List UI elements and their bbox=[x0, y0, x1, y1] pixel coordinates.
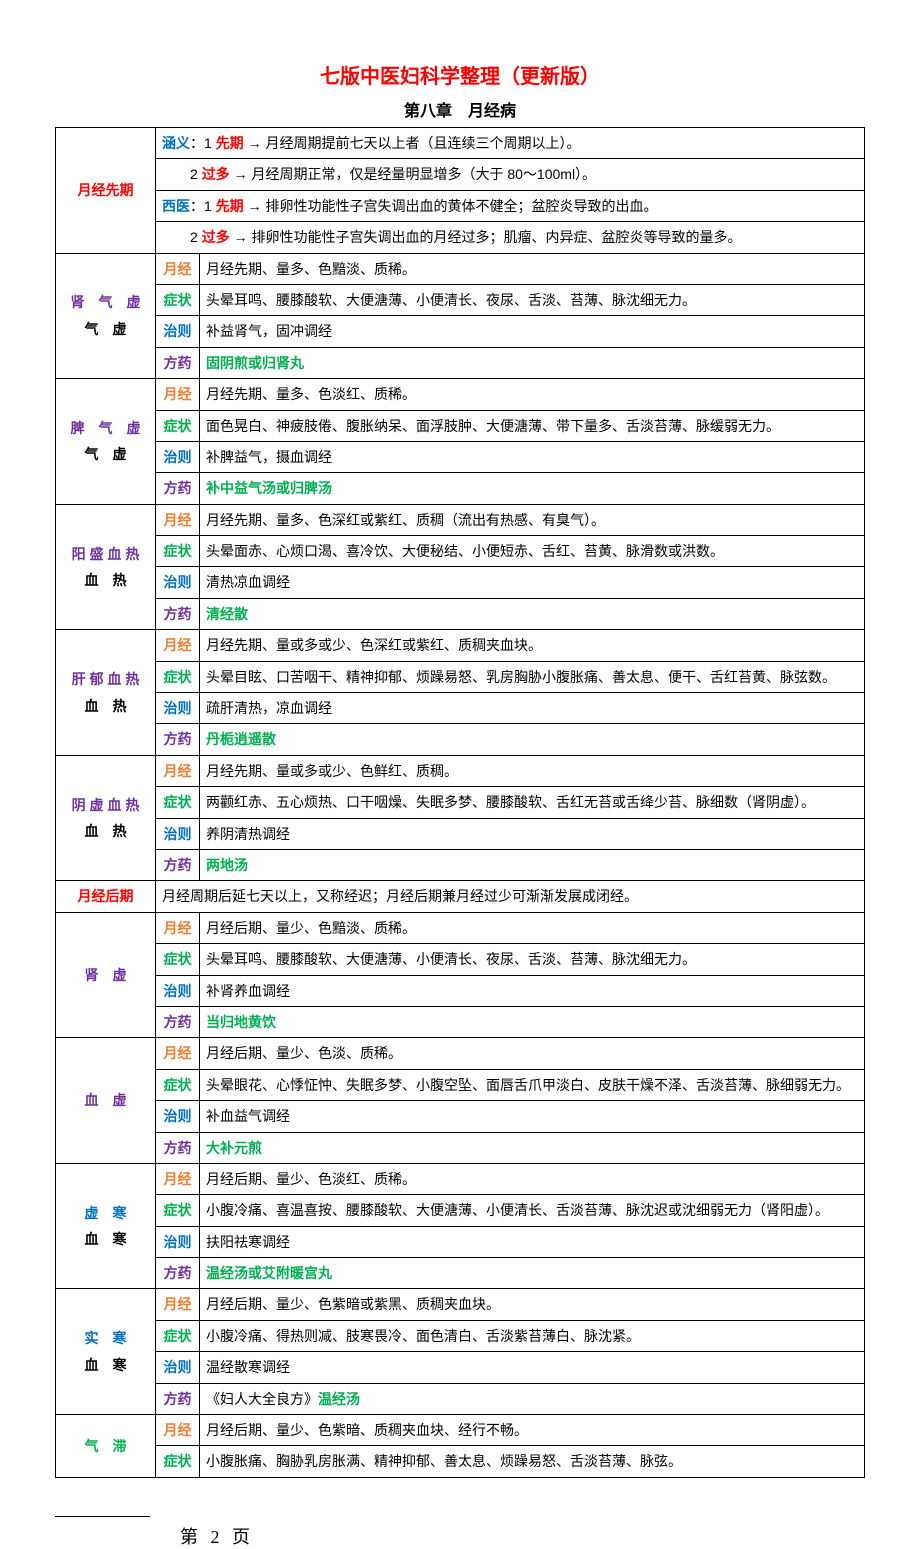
cat-qizhi: 气 滞 bbox=[56, 1415, 156, 1478]
p8-zz: 小腹冷痛、喜温喜按、腰膝酸软、大便溏薄、小便清长、舌淡苔薄、脉沈迟或沈细弱无力（… bbox=[200, 1195, 865, 1226]
lbl-yuejing: 月经 bbox=[156, 912, 200, 943]
lbl-zhize: 治则 bbox=[156, 441, 200, 472]
p4-fy: 丹栀逍遥散 bbox=[200, 724, 865, 755]
p1-fy: 固阴煎或归肾丸 bbox=[200, 347, 865, 378]
cat-shenxu: 肾 虚 bbox=[56, 912, 156, 1038]
p9-yj: 月经后期、量少、色紫暗或紫黑、质稠夹血块。 bbox=[200, 1289, 865, 1320]
lbl-yuejing: 月经 bbox=[156, 1415, 200, 1446]
page-number: 第 2 页 bbox=[0, 1517, 920, 1549]
p4-zhi: 疏肝清热，凉血调经 bbox=[200, 693, 865, 724]
p5-yj: 月经先期、量或多或少、色鲜红、质稠。 bbox=[200, 755, 865, 786]
lbl-zhengzhuang: 症状 bbox=[156, 661, 200, 692]
p2-zhi: 补脾益气，摄血调经 bbox=[200, 441, 865, 472]
p3-zhi: 清热凉血调经 bbox=[200, 567, 865, 598]
lbl-yuejing: 月经 bbox=[156, 1163, 200, 1194]
p3-fy: 清经散 bbox=[200, 598, 865, 629]
p9-zhi: 温经散寒调经 bbox=[200, 1352, 865, 1383]
p2-zz: 面色晃白、神疲肢倦、腹胀纳呆、面浮肢肿、大便溏薄、带下量多、舌淡苔薄、脉缓弱无力… bbox=[200, 410, 865, 441]
p5-fy: 两地汤 bbox=[200, 849, 865, 880]
p5-zz: 两颧红赤、五心烦热、口干咽燥、失眠多梦、腰膝酸软、舌红无苔或舌绛少苔、脉细数（肾… bbox=[200, 787, 865, 818]
cat-xuhan: 虚 寒血 寒 bbox=[56, 1163, 156, 1289]
lbl-zhengzhuang: 症状 bbox=[156, 1195, 200, 1226]
p5-zhi: 养阴清热调经 bbox=[200, 818, 865, 849]
lbl-yuejing: 月经 bbox=[156, 504, 200, 535]
p10-zz: 小腹胀痛、胸胁乳房胀满、精神抑郁、善太息、烦躁易怒、舌淡苔薄、脉弦。 bbox=[200, 1446, 865, 1477]
lbl-zhengzhuang: 症状 bbox=[156, 410, 200, 441]
lbl-fangyao: 方药 bbox=[156, 1383, 200, 1414]
category-xianqi: 月经先期 bbox=[56, 128, 156, 254]
cat-xuexu: 血 虚 bbox=[56, 1038, 156, 1164]
def-line-2: 2 过多 → 月经周期正常，仅是经量明显增多（大于 80～100ml）。 bbox=[156, 159, 865, 190]
def-line-3: 西医：1 先期 → 排卵性功能性子宫失调出血的黄体不健全；盆腔炎导致的出血。 bbox=[156, 190, 865, 221]
lbl-yuejing: 月经 bbox=[156, 1289, 200, 1320]
p2-fy: 补中益气汤或归脾汤 bbox=[200, 473, 865, 504]
lbl-zhize: 治则 bbox=[156, 1352, 200, 1383]
lbl-fangyao: 方药 bbox=[156, 849, 200, 880]
p7-yj: 月经后期、量少、色淡、质稀。 bbox=[200, 1038, 865, 1069]
lbl-fangyao: 方药 bbox=[156, 473, 200, 504]
lbl-zhengzhuang: 症状 bbox=[156, 536, 200, 567]
p8-yj: 月经后期、量少、色淡红、质稀。 bbox=[200, 1163, 865, 1194]
lbl-yuejing: 月经 bbox=[156, 379, 200, 410]
lbl-fangyao: 方药 bbox=[156, 1258, 200, 1289]
p10-yj: 月经后期、量少、色紫暗、质稠夹血块、经行不畅。 bbox=[200, 1415, 865, 1446]
p7-zhi: 补血益气调经 bbox=[200, 1101, 865, 1132]
lbl-zhize: 治则 bbox=[156, 693, 200, 724]
lbl-zhengzhuang: 症状 bbox=[156, 944, 200, 975]
p1-zhi: 补益肾气，固冲调经 bbox=[200, 316, 865, 347]
lbl-zhize: 治则 bbox=[156, 316, 200, 347]
cat-shenqixu: 肾 气 虚气 虚 bbox=[56, 253, 156, 379]
lbl-yuejing: 月经 bbox=[156, 253, 200, 284]
p4-zz: 头晕目眩、口苦咽干、精神抑郁、烦躁易怒、乳房胸胁小腹胀痛、善太息、便干、舌红苔黄… bbox=[200, 661, 865, 692]
p7-zz: 头晕眼花、心悸怔忡、失眠多梦、小腹空坠、面唇舌爪甲淡白、皮肤干燥不泽、舌淡苔薄、… bbox=[200, 1069, 865, 1100]
cat-yinxu: 阴 虚 血 热血 热 bbox=[56, 755, 156, 881]
p8-zhi: 扶阳祛寒调经 bbox=[200, 1226, 865, 1257]
p9-zz: 小腹冷痛、得热则减、肢寒畏冷、面色清白、舌淡紫苔薄白、脉沈紧。 bbox=[200, 1320, 865, 1351]
lbl-yuejing: 月经 bbox=[156, 630, 200, 661]
cat-shihan: 实 寒血 寒 bbox=[56, 1289, 156, 1415]
lbl-zhengzhuang: 症状 bbox=[156, 1069, 200, 1100]
lbl-zhengzhuang: 症状 bbox=[156, 1320, 200, 1351]
lbl-zhize: 治则 bbox=[156, 975, 200, 1006]
lbl-zhengzhuang: 症状 bbox=[156, 1446, 200, 1477]
p8-fy: 温经汤或艾附暖宫丸 bbox=[200, 1258, 865, 1289]
lbl-fangyao: 方药 bbox=[156, 724, 200, 755]
doc-title: 七版中医妇科学整理（更新版） bbox=[55, 60, 865, 89]
def-line-4: 2 过多 → 排卵性功能性子宫失调出血的月经过多；肌瘤、内异症、盆腔炎等导致的量… bbox=[156, 222, 865, 253]
lbl-zhize: 治则 bbox=[156, 1226, 200, 1257]
p2-yj: 月经先期、量多、色淡红、质稀。 bbox=[200, 379, 865, 410]
content-table: 月经先期 涵义：1 先期 → 月经周期提前七天以上者（且连续三个周期以上）。 2… bbox=[55, 127, 865, 1478]
p6-yj: 月经后期、量少、色黯淡、质稀。 bbox=[200, 912, 865, 943]
p4-yj: 月经先期、量或多或少、色深红或紫红、质稠夹血块。 bbox=[200, 630, 865, 661]
p7-fy: 大补元煎 bbox=[200, 1132, 865, 1163]
p3-yj: 月经先期、量多、色深红或紫红、质稠（流出有热感、有臭气）。 bbox=[200, 504, 865, 535]
lbl-fangyao: 方药 bbox=[156, 347, 200, 378]
lbl-fangyao: 方药 bbox=[156, 1006, 200, 1037]
lbl-zhize: 治则 bbox=[156, 1101, 200, 1132]
lbl-yuejing: 月经 bbox=[156, 755, 200, 786]
category-houqi: 月经后期 bbox=[56, 881, 156, 912]
p1-zz: 头晕耳鸣、腰膝酸软、大便溏薄、小便清长、夜尿、舌淡、苔薄、脉沈细无力。 bbox=[200, 284, 865, 315]
cat-yangsheng: 阳 盛 血 热血 热 bbox=[56, 504, 156, 630]
lbl-zhengzhuang: 症状 bbox=[156, 284, 200, 315]
p9-fy: 《妇人大全良方》温经汤 bbox=[200, 1383, 865, 1414]
chapter-title: 第八章 月经病 bbox=[55, 97, 865, 121]
lbl-fangyao: 方药 bbox=[156, 598, 200, 629]
p3-zz: 头晕面赤、心烦口渴、喜冷饮、大便秘结、小便短赤、舌红、苔黄、脉滑数或洪数。 bbox=[200, 536, 865, 567]
lbl-zhize: 治则 bbox=[156, 567, 200, 598]
lbl-zhengzhuang: 症状 bbox=[156, 787, 200, 818]
def-line-1: 涵义：1 先期 → 月经周期提前七天以上者（且连续三个周期以上）。 bbox=[156, 128, 865, 159]
lbl-yuejing: 月经 bbox=[156, 1038, 200, 1069]
lbl-zhize: 治则 bbox=[156, 818, 200, 849]
p6-zhi: 补肾养血调经 bbox=[200, 975, 865, 1006]
p1-yj: 月经先期、量多、色黯淡、质稀。 bbox=[200, 253, 865, 284]
cat-ganyu: 肝 郁 血 热血 热 bbox=[56, 630, 156, 756]
houqi-desc: 月经周期后延七天以上，又称经迟；月经后期兼月经过少可渐渐发展成闭经。 bbox=[156, 881, 865, 912]
lbl-fangyao: 方药 bbox=[156, 1132, 200, 1163]
cat-piqixu: 脾 气 虚气 虚 bbox=[56, 379, 156, 505]
p6-fy: 当归地黄饮 bbox=[200, 1006, 865, 1037]
p6-zz: 头晕耳鸣、腰膝酸软、大便溏薄、小便清长、夜尿、舌淡、苔薄、脉沈细无力。 bbox=[200, 944, 865, 975]
